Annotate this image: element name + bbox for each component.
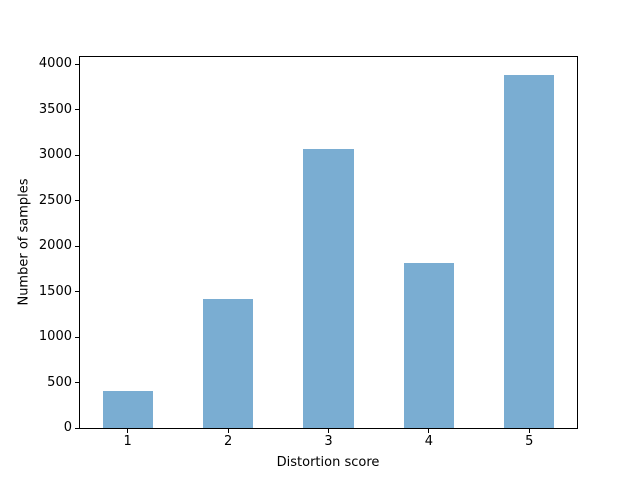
y-tick-mark-1000: [75, 336, 79, 338]
x-tick-mark-3: [328, 429, 329, 433]
y-tick-label-3500: 3500: [38, 101, 72, 117]
x-axis-label: Distortion score: [276, 455, 380, 470]
bar-3: [303, 149, 354, 428]
y-tick-mark-1500: [75, 291, 79, 293]
y-tick-mark-2500: [75, 200, 79, 202]
y-tick-mark-3500: [75, 109, 79, 111]
y-tick-mark-0: [75, 427, 79, 429]
y-tick-label-2000: 2000: [38, 238, 72, 254]
y-tick-label-4000: 4000: [38, 56, 72, 72]
bar-2: [203, 298, 254, 428]
x-tick-label-4: 4: [424, 434, 434, 449]
bar-4: [403, 263, 454, 428]
x-tick-mark-5: [528, 429, 530, 433]
bar-1: [102, 391, 153, 428]
y-tick-mark-2000: [75, 245, 79, 247]
y-tick-mark-500: [75, 382, 79, 383]
bar-5: [504, 75, 555, 428]
y-tick-label-1500: 1500: [38, 283, 72, 299]
y-tick-mark-4000: [75, 63, 79, 65]
x-tick-label-1: 1: [123, 434, 132, 449]
y-tick-mark-3000: [75, 154, 79, 156]
x-tick-label-2: 2: [223, 434, 233, 449]
y-tick-label-500: 500: [47, 374, 72, 390]
plot-area: 1 2 3 4 5 0 500 1000 1500 2000 2500 3000 3500 4000: [39, 56, 578, 449]
x-tick-label-5: 5: [525, 434, 534, 449]
x-tick-label-3: 3: [324, 434, 333, 449]
y-tick-label-3000: 3000: [38, 147, 72, 163]
y-tick-label-2500: 2500: [38, 192, 72, 208]
y-tick-label-1000: 1000: [38, 329, 72, 345]
x-tick-mark-1: [127, 429, 129, 433]
y-axis-label: Number of samples: [16, 178, 32, 306]
x-tick-mark-4: [428, 429, 430, 433]
y-tick-label-0: 0: [63, 420, 72, 435]
x-tick-mark-2: [227, 429, 229, 433]
